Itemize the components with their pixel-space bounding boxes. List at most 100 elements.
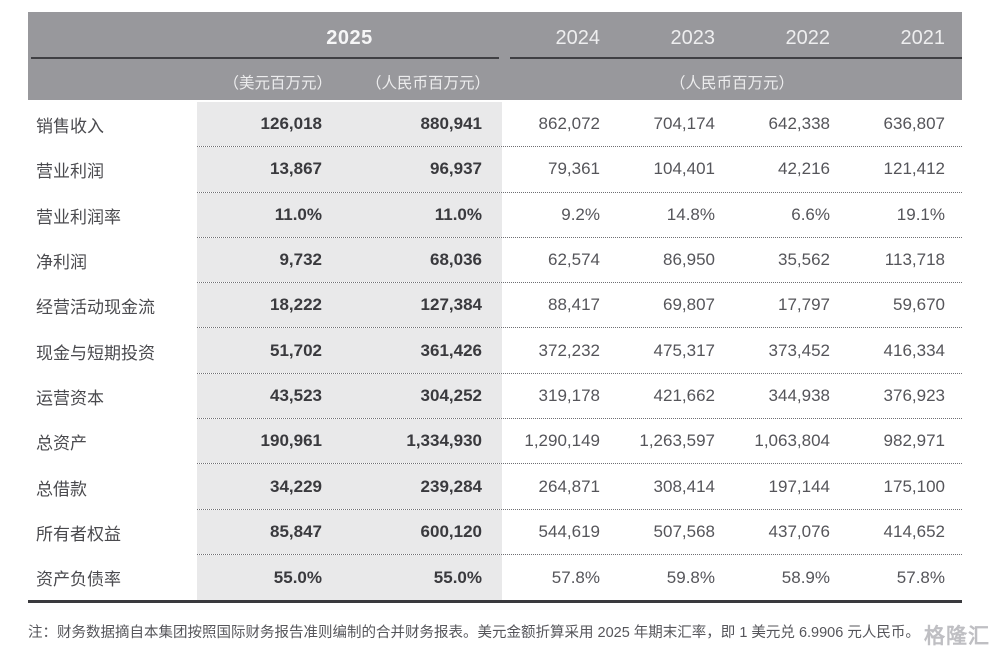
cell-year-2022: 437,076	[768, 521, 830, 541]
row-label: 销售收入	[36, 117, 104, 137]
cell-2025-usd: 51,702	[197, 328, 350, 373]
cell-2025-usd: 34,229	[197, 464, 350, 509]
footnote: 注：财务数据摘自本集团按照国际财务报告准则编制的合并财务报表。美元金额折算采用 …	[28, 625, 920, 641]
row-label: 运营资本	[36, 388, 104, 408]
cell-year-2023: 421,662	[653, 385, 715, 405]
header-year-2025: 2025	[326, 27, 373, 49]
row-values: 9,732 68,036 62,574 86,950 35,562 113,718	[197, 237, 962, 284]
row-label: 总资产	[36, 434, 87, 454]
cell-year-2021: 19.1%	[896, 204, 945, 224]
cell-year-2024: 57.8%	[551, 567, 600, 587]
cell-2025-usd: 11.0%	[197, 192, 350, 237]
watermark-logo: 格隆汇	[924, 625, 990, 648]
cell-year-2022: 373,452	[768, 340, 830, 360]
cell-2025-usd: 85,847	[197, 509, 350, 554]
cell-year-2021: 982,971	[883, 431, 945, 451]
cell-year-2024: 1,290,149	[524, 431, 600, 451]
cell-year-2022: 6.6%	[791, 204, 830, 224]
cell-2025-usd: 126,018	[197, 102, 350, 147]
cell-year-2022: 197,144	[768, 476, 830, 496]
cell-2025-rmb: 68,036	[350, 237, 502, 283]
cell-year-2021: 57.8%	[896, 567, 945, 587]
cell-year-2024: 372,232	[538, 340, 600, 360]
cell-2025-usd: 9,732	[197, 237, 350, 283]
table-row: 现金与短期投资 51,702 361,426 372,232 475,317 373,45…	[28, 328, 962, 374]
cell-2025-usd: 18,222	[197, 283, 350, 328]
cell-year-2023: 475,317	[653, 340, 715, 360]
cell-year-2022: 58.9%	[781, 567, 830, 587]
cell-year-2023: 14.8%	[666, 204, 715, 224]
header-year-2022: 2022	[785, 27, 831, 49]
cell-2025-rmb: 600,120	[350, 509, 502, 554]
cell-year-2023: 86,950	[663, 250, 715, 270]
cell-year-2024: 544,619	[538, 521, 600, 541]
row-values: 34,229 239,284 264,871 308,414 197,144 175,10…	[197, 464, 962, 510]
header-underline-2025	[31, 57, 499, 59]
cell-2025-rmb: 1,334,930	[350, 419, 502, 464]
row-label: 经营活动现金流	[36, 298, 155, 318]
cell-2025-usd: 190,961	[197, 419, 350, 464]
cell-year-2021: 175,100	[883, 476, 945, 496]
cell-year-2024: 88,417	[548, 295, 600, 315]
row-label: 营业利润	[36, 162, 104, 182]
cell-2025-rmb: 11.0%	[350, 192, 502, 237]
header-sub-rmb-millions: （人民币百万元）	[365, 75, 490, 92]
cell-year-2021: 414,652	[883, 521, 945, 541]
table-row: 净利润 9,732 68,036 62,574 86,950 35,562 113,718	[28, 237, 962, 284]
cell-year-2024: 264,871	[538, 476, 600, 496]
row-values: 51,702 361,426 372,232 475,317 373,452 416,33…	[197, 328, 962, 374]
row-label: 所有者权益	[36, 524, 121, 544]
row-values: 11.0% 11.0% 9.2% 14.8% 6.6% 19.1%	[197, 192, 962, 238]
cell-year-2024: 9.2%	[561, 204, 600, 224]
row-label: 现金与短期投资	[36, 343, 155, 363]
cell-year-2024: 62,574	[548, 250, 600, 270]
cell-2025-rmb: 361,426	[350, 328, 502, 373]
cell-year-2023: 1,263,597	[639, 431, 715, 451]
table-row: 总资产 190,961 1,334,930 1,290,149 1,263,597 1,0…	[28, 419, 962, 465]
table-header: 2025 2024 2023 2022 2021 （美元百万元） （人民币百万元…	[28, 12, 962, 100]
cell-2025-rmb: 880,941	[350, 102, 502, 147]
row-values: 18,222 127,384 88,417 69,807 17,797 59,670	[197, 283, 962, 329]
row-label: 总借款	[36, 479, 87, 499]
row-label: 营业利润率	[36, 207, 121, 227]
cell-year-2023: 507,568	[653, 521, 715, 541]
header-year-2021: 2021	[900, 27, 946, 49]
header-sub-rmb-millions-group: （人民币百万元）	[669, 75, 794, 92]
header-year-2024: 2024	[555, 27, 601, 49]
cell-2025-usd: 13,867	[197, 147, 350, 192]
cell-year-2024: 79,361	[548, 159, 600, 179]
header-sub-usd-millions: （美元百万元）	[223, 75, 332, 92]
cell-year-2022: 344,938	[768, 385, 830, 405]
cell-year-2023: 59.8%	[666, 567, 715, 587]
cell-year-2022: 42,216	[778, 159, 830, 179]
table-row: 所有者权益 85,847 600,120 544,619 507,568 437,076 4…	[28, 509, 962, 555]
cell-year-2024: 862,072	[538, 114, 600, 134]
cell-2025-rmb: 304,252	[350, 373, 502, 419]
table-row: 营业利润 13,867 96,937 79,361 104,401 42,216 121,4…	[28, 147, 962, 193]
cell-2025-rmb: 96,937	[350, 147, 502, 192]
row-values: 13,867 96,937 79,361 104,401 42,216 121,412	[197, 147, 962, 193]
financial-table: 2025 2024 2023 2022 2021 （美元百万元） （人民币百万元…	[28, 12, 962, 604]
header-underline-prior-years	[510, 57, 962, 59]
cell-2025-rmb: 239,284	[350, 464, 502, 509]
row-values: 55.0% 55.0% 57.8% 59.8% 58.9% 57.8%	[197, 554, 962, 601]
cell-year-2021: 636,807	[883, 114, 945, 134]
cell-year-2023: 308,414	[653, 476, 715, 496]
cell-year-2021: 59,670	[893, 295, 945, 315]
cell-2025-rmb: 127,384	[350, 283, 502, 328]
table-row: 营业利润率 11.0% 11.0% 9.2% 14.8% 6.6% 19.1%	[28, 192, 962, 238]
table-row: 销售收入 126,018 880,941 862,072 704,174 642,338 6…	[28, 102, 962, 148]
cell-year-2022: 17,797	[778, 295, 830, 315]
cell-year-2021: 416,334	[883, 340, 945, 360]
table-row: 总借款 34,229 239,284 264,871 308,414 197,144 175…	[28, 464, 962, 510]
cell-year-2021: 121,412	[883, 159, 945, 179]
cell-year-2022: 35,562	[778, 250, 830, 270]
row-values: 85,847 600,120 544,619 507,568 437,076 414,65…	[197, 509, 962, 555]
cell-2025-rmb: 55.0%	[350, 554, 502, 601]
cell-2025-usd: 43,523	[197, 373, 350, 419]
header-year-2023: 2023	[670, 27, 716, 49]
table-row: 运营资本 43,523 304,252 319,178 421,662 344,938 37…	[28, 373, 962, 420]
cell-2025-usd: 55.0%	[197, 554, 350, 601]
table-body: 销售收入 126,018 880,941 862,072 704,174 642,338 6…	[28, 102, 962, 604]
